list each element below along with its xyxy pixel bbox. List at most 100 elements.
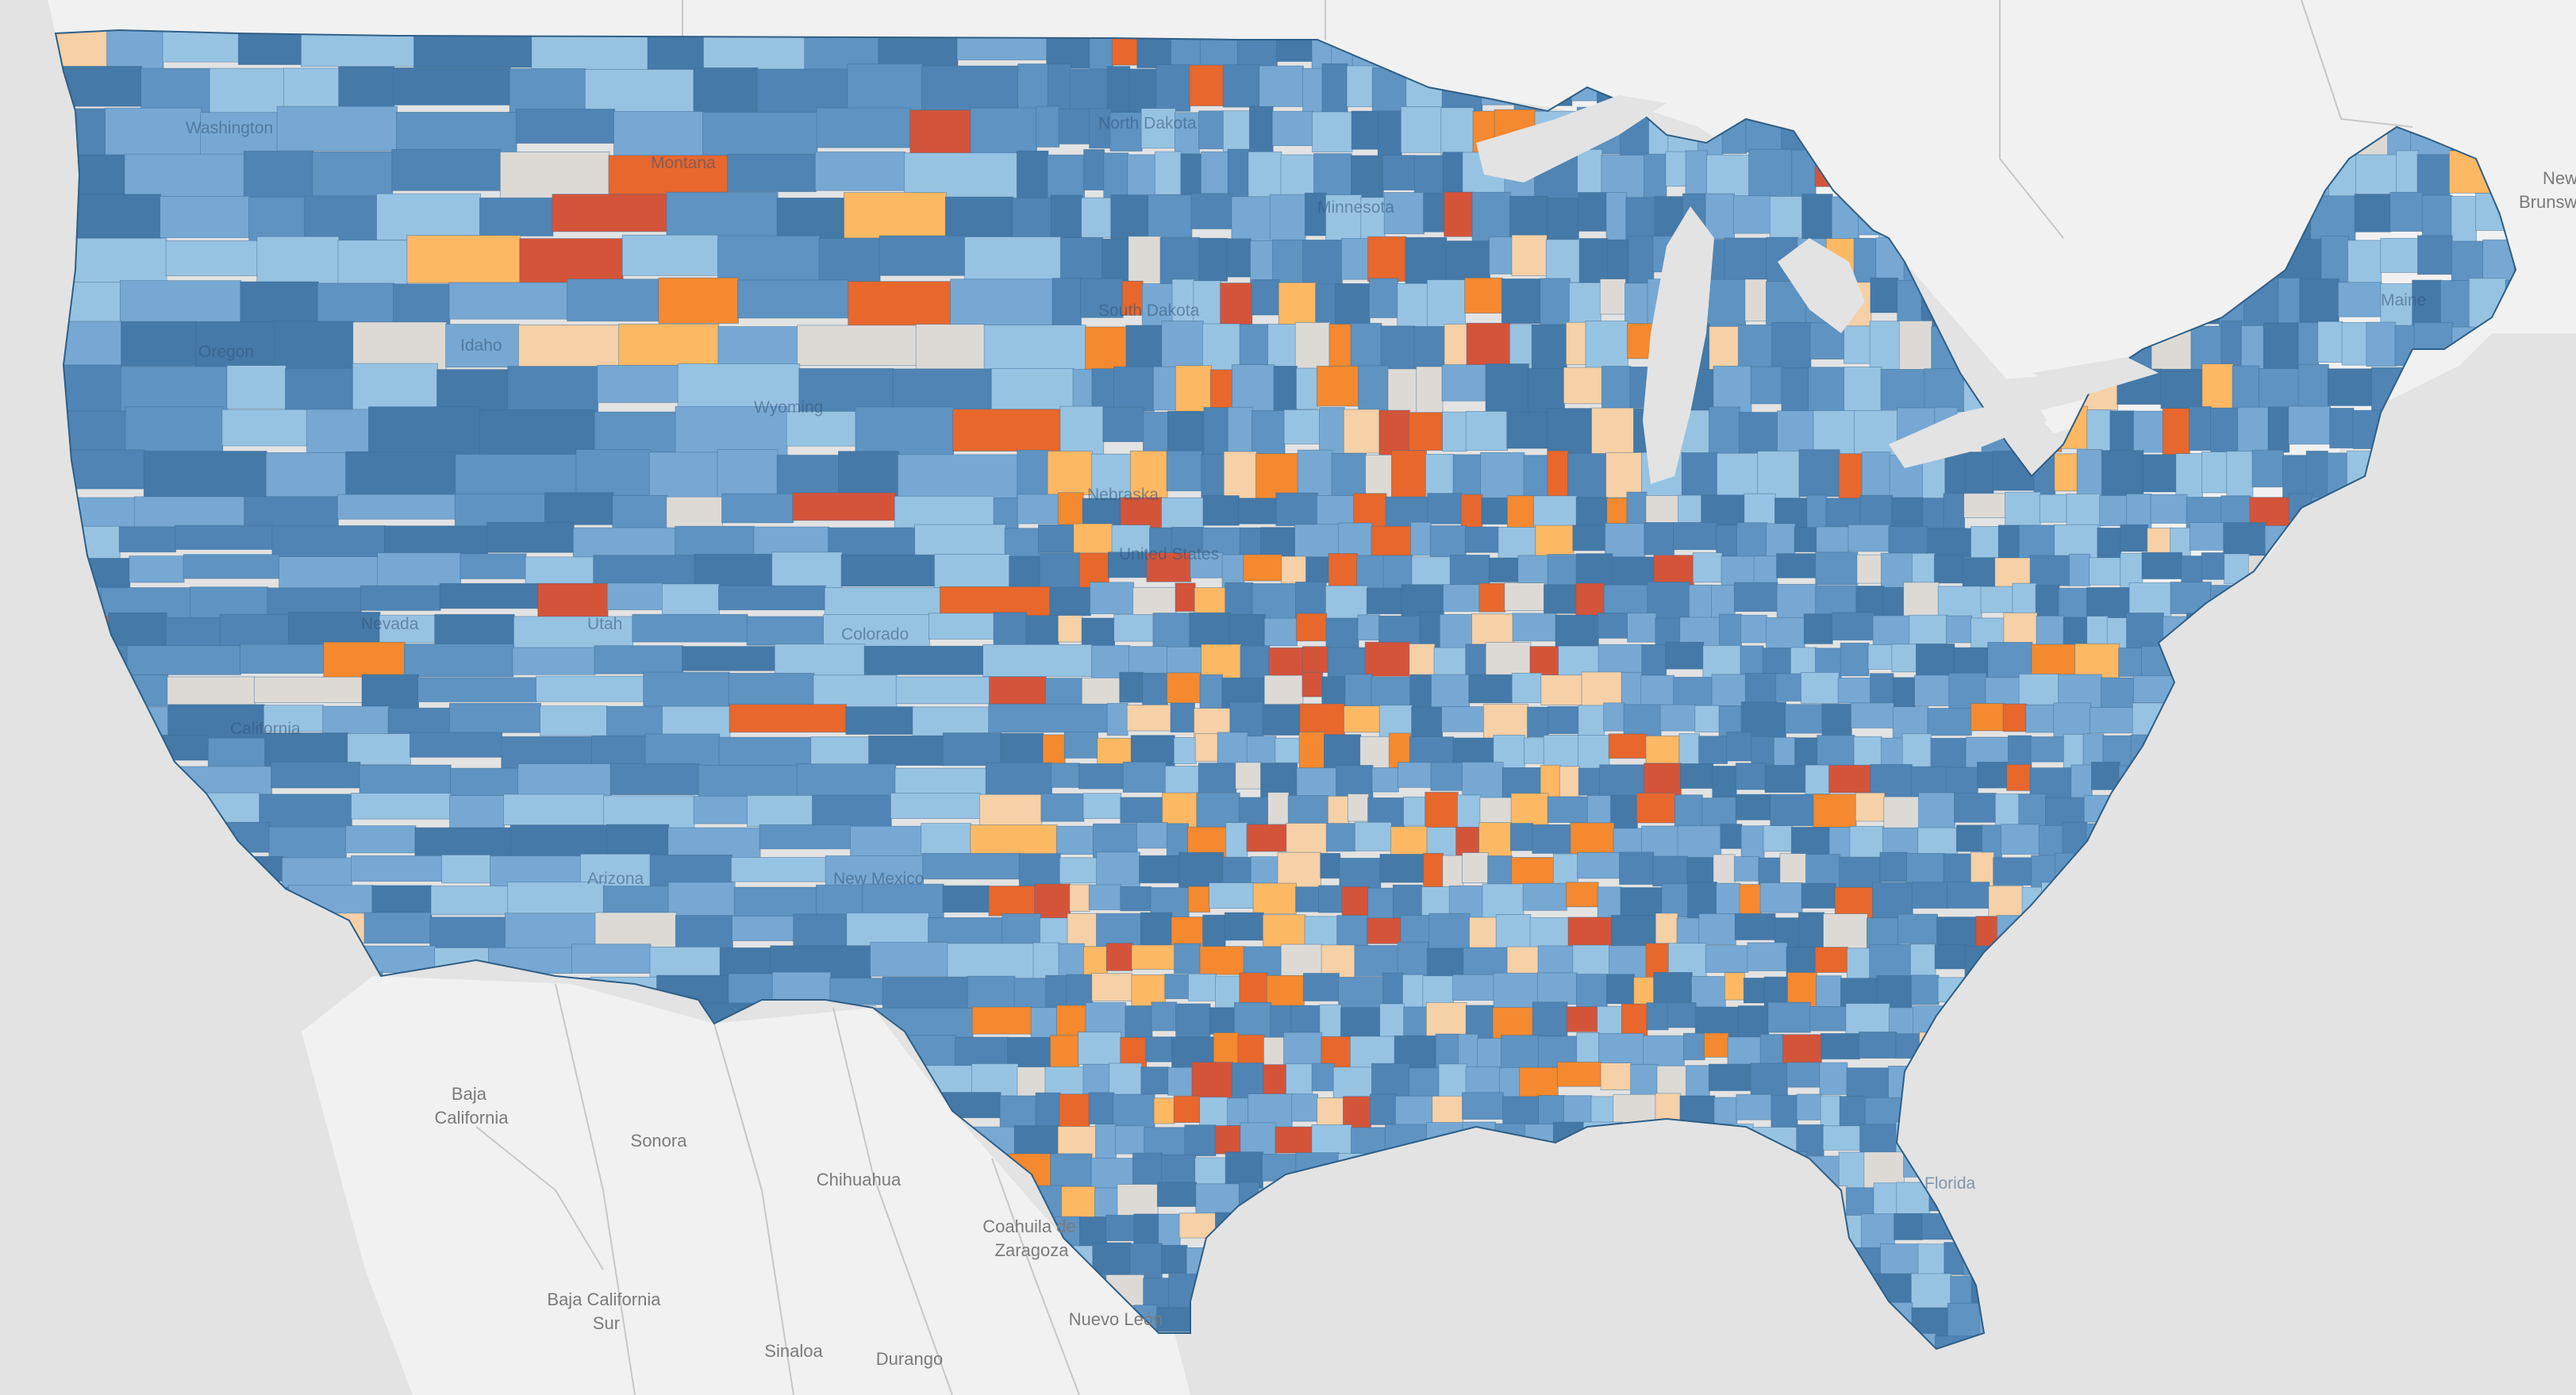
county-tile[interactable]	[391, 148, 502, 191]
county-tile[interactable]	[1462, 852, 1489, 883]
county-tile[interactable]	[1044, 1066, 1085, 1097]
county-tile[interactable]	[1296, 767, 1337, 801]
county-tile[interactable]	[1346, 65, 1374, 108]
county-tile[interactable]	[2337, 282, 2382, 317]
county-tile[interactable]	[786, 411, 857, 447]
county-tile[interactable]	[1463, 947, 1509, 978]
county-tile[interactable]	[1175, 582, 1196, 612]
county-tile[interactable]	[698, 764, 798, 801]
county-tile[interactable]	[1532, 824, 1572, 854]
county-tile[interactable]	[445, 324, 520, 368]
county-tile[interactable]	[1344, 705, 1381, 733]
county-tile[interactable]	[892, 368, 993, 411]
county-tile[interactable]	[1726, 732, 1753, 762]
county-tile[interactable]	[515, 109, 615, 144]
county-tile[interactable]	[1698, 736, 1728, 764]
county-tile[interactable]	[336, 494, 456, 520]
county-tile[interactable]	[344, 825, 417, 854]
county-tile[interactable]	[879, 235, 966, 276]
county-tile[interactable]	[2380, 237, 2419, 273]
county-tile[interactable]	[1880, 368, 1926, 410]
county-tile[interactable]	[1547, 198, 1579, 245]
county-tile[interactable]	[1506, 411, 1549, 449]
county-tile[interactable]	[2118, 648, 2143, 677]
county-tile[interactable]	[2251, 449, 2284, 488]
county-tile[interactable]	[430, 886, 509, 916]
county-tile[interactable]	[597, 364, 679, 403]
county-tile[interactable]	[909, 110, 972, 156]
county-tile[interactable]	[1872, 615, 1911, 648]
county-tile[interactable]	[1088, 884, 1122, 911]
county-tile[interactable]	[1199, 946, 1245, 975]
county-tile[interactable]	[1395, 1095, 1434, 1126]
county-tile[interactable]	[1733, 582, 1778, 612]
county-tile[interactable]	[855, 406, 955, 457]
county-tile[interactable]	[2226, 451, 2254, 501]
county-tile[interactable]	[2002, 703, 2028, 732]
county-tile[interactable]	[1246, 824, 1288, 852]
county-tile[interactable]	[632, 613, 748, 643]
county-tile[interactable]	[1844, 325, 1871, 364]
county-tile[interactable]	[2201, 363, 2234, 411]
county-tile[interactable]	[1504, 582, 1545, 611]
county-tile[interactable]	[2003, 612, 2038, 645]
county-tile[interactable]	[1879, 851, 1908, 882]
county-tile[interactable]	[1113, 366, 1155, 412]
county-tile[interactable]	[1078, 1032, 1122, 1066]
county-tile[interactable]	[1736, 1093, 1773, 1120]
county-tile[interactable]	[1121, 280, 1144, 316]
county-tile[interactable]	[455, 454, 578, 498]
county-tile[interactable]	[1246, 736, 1277, 767]
county-tile[interactable]	[1411, 706, 1443, 742]
county-tile[interactable]	[1468, 674, 1513, 704]
county-tile[interactable]	[1286, 1063, 1313, 1095]
county-tile[interactable]	[359, 585, 441, 611]
county-tile[interactable]	[1943, 853, 1972, 887]
county-tile[interactable]	[1442, 411, 1467, 452]
county-tile[interactable]	[1319, 407, 1345, 459]
county-tile[interactable]	[1444, 191, 1474, 237]
county-tile[interactable]	[1303, 973, 1340, 1001]
county-tile[interactable]	[729, 704, 848, 733]
county-tile[interactable]	[1883, 796, 1920, 829]
county-tile[interactable]	[1154, 151, 1182, 195]
county-tile[interactable]	[1892, 677, 1916, 713]
county-tile[interactable]	[2390, 191, 2424, 232]
county-tile[interactable]	[1105, 1214, 1136, 1242]
county-tile[interactable]	[1636, 793, 1676, 824]
county-tile[interactable]	[1082, 793, 1122, 819]
county-tile[interactable]	[126, 645, 242, 675]
county-tile[interactable]	[1278, 282, 1317, 325]
county-tile[interactable]	[1371, 676, 1412, 710]
county-tile[interactable]	[1153, 1097, 1175, 1124]
county-tile[interactable]	[1575, 553, 1613, 587]
county-tile[interactable]	[1251, 279, 1280, 316]
county-tile[interactable]	[1036, 106, 1060, 148]
county-tile[interactable]	[702, 111, 818, 157]
county-tile[interactable]	[1106, 702, 1128, 736]
county-tile[interactable]	[1599, 279, 1626, 315]
county-tile[interactable]	[1035, 1092, 1061, 1132]
county-tile[interactable]	[1092, 1242, 1132, 1278]
county-tile[interactable]	[606, 582, 663, 610]
county-tile[interactable]	[1371, 767, 1399, 793]
county-tile[interactable]	[2267, 406, 2290, 453]
county-tile[interactable]	[379, 614, 436, 644]
county-tile[interactable]	[1061, 1186, 1096, 1221]
county-tile[interactable]	[2189, 522, 2225, 551]
county-tile[interactable]	[1275, 1126, 1313, 1154]
county-tile[interactable]	[2317, 321, 2343, 363]
county-tile[interactable]	[1556, 1061, 1602, 1087]
county-tile[interactable]	[658, 277, 739, 324]
county-tile[interactable]	[1659, 704, 1697, 732]
county-tile[interactable]	[1291, 1093, 1319, 1122]
county-tile[interactable]	[1227, 1097, 1249, 1126]
county-tile[interactable]	[1081, 677, 1121, 706]
county-tile[interactable]	[1115, 1125, 1146, 1155]
county-tile[interactable]	[719, 947, 772, 977]
county-tile[interactable]	[1263, 674, 1304, 708]
county-tile[interactable]	[1262, 704, 1301, 736]
county-tile[interactable]	[1120, 886, 1152, 912]
county-tile[interactable]	[571, 943, 652, 974]
